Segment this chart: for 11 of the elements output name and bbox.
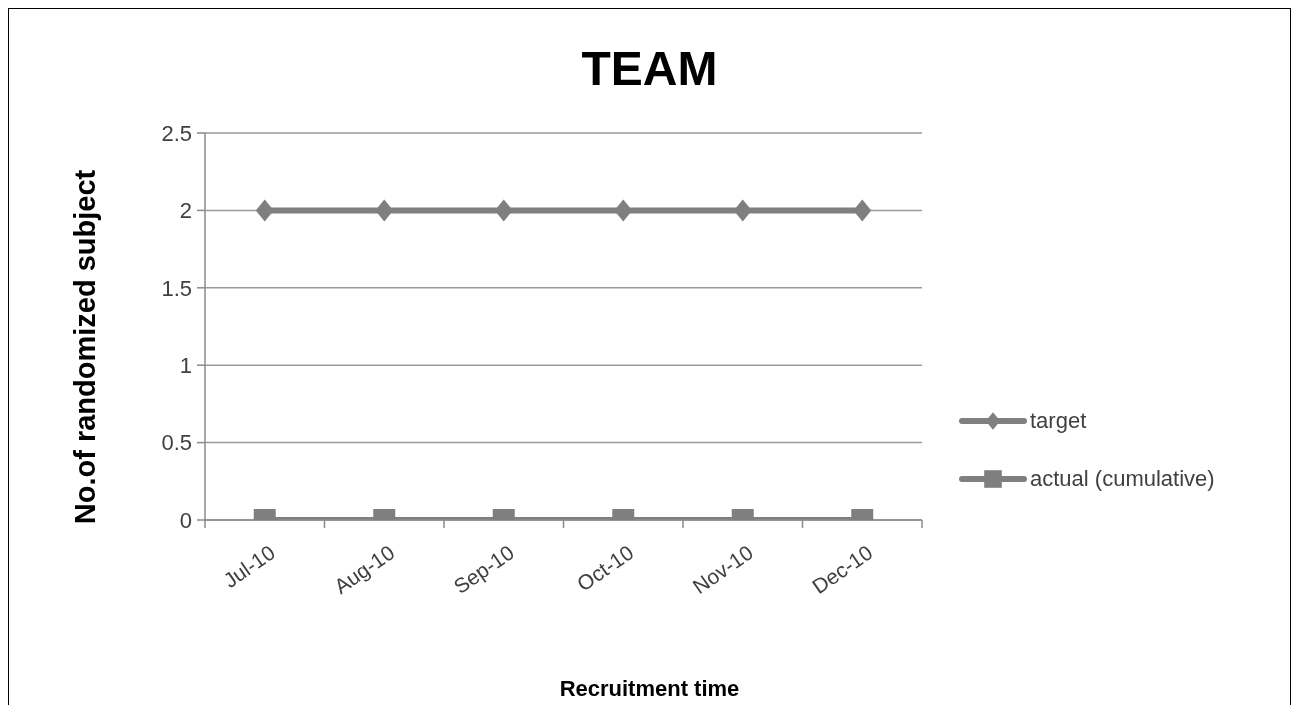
legend-label: target [1030, 408, 1087, 434]
chart-title: TEAM [580, 41, 719, 96]
y-axis-title: No.of randomized subject [68, 169, 102, 525]
y-tick-label: 0.5 [161, 430, 192, 456]
y-tick-label: 1.5 [161, 275, 192, 301]
y-tick-label: 2.5 [161, 120, 192, 146]
y-tick-label: 1 [179, 353, 192, 379]
y-tick-label: 2 [179, 198, 192, 224]
x-axis-title: Recruitment time [558, 676, 741, 702]
y-tick-label: 0 [179, 507, 192, 533]
legend-label: actual (cumulative) [1030, 466, 1215, 492]
